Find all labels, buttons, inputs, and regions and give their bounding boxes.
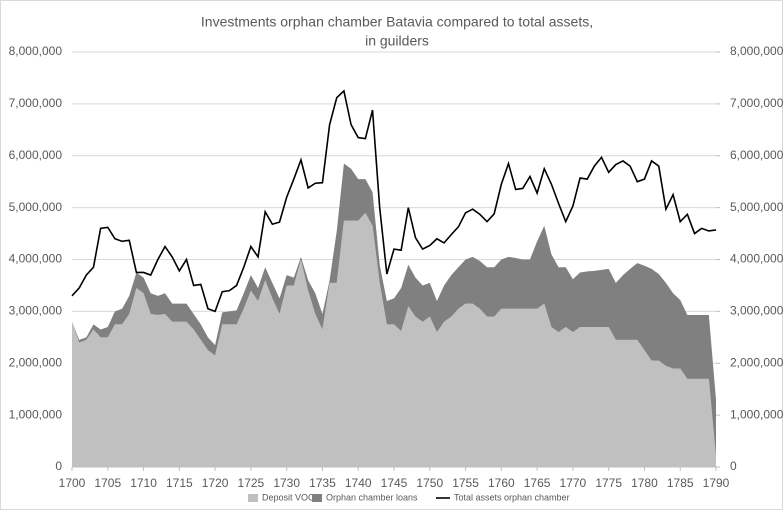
x-tick-label: 1745 <box>381 476 408 490</box>
legend-swatch <box>248 494 258 502</box>
y-tick-label: 4,000,000 <box>9 252 63 266</box>
y-tick-label: 3,000,000 <box>9 304 63 318</box>
y2-tick-label: 1,000,000 <box>730 407 783 421</box>
legend-label: Deposit VOC <box>262 492 315 502</box>
x-tick-label: 1730 <box>273 476 300 490</box>
y-tick-label: 6,000,000 <box>9 148 63 162</box>
x-tick-label: 1720 <box>202 476 229 490</box>
y2-tick-label: 0 <box>730 459 737 473</box>
x-tick-label: 1700 <box>59 476 86 490</box>
y-tick-label: 0 <box>55 459 62 473</box>
x-tick-label: 1710 <box>130 476 157 490</box>
x-tick-label: 1775 <box>595 476 622 490</box>
x-tick-label: 1750 <box>416 476 443 490</box>
x-tick-label: 1790 <box>703 476 730 490</box>
y-tick-label: 1,000,000 <box>9 407 63 421</box>
y2-tick-label: 7,000,000 <box>730 96 783 110</box>
y-tick-label: 5,000,000 <box>9 200 63 214</box>
x-tick-label: 1755 <box>452 476 479 490</box>
x-tick-label: 1765 <box>524 476 551 490</box>
y-tick-label: 2,000,000 <box>9 355 63 369</box>
x-tick-label: 1760 <box>488 476 515 490</box>
chart-title: in guilders <box>365 33 429 49</box>
x-tick-label: 1735 <box>309 476 336 490</box>
legend-label: Total assets orphan chamber <box>454 492 570 502</box>
chart-title: Investments orphan chamber Batavia compa… <box>201 14 593 30</box>
legend-swatch <box>312 494 322 502</box>
x-tick-label: 1725 <box>238 476 265 490</box>
y2-tick-label: 2,000,000 <box>730 355 783 369</box>
y2-tick-label: 6,000,000 <box>730 148 783 162</box>
area <box>72 163 716 457</box>
y-tick-label: 7,000,000 <box>9 96 63 110</box>
x-tick-label: 1705 <box>94 476 121 490</box>
x-tick-label: 1715 <box>166 476 193 490</box>
x-tick-label: 1770 <box>560 476 587 490</box>
y2-tick-label: 4,000,000 <box>730 252 783 266</box>
y-tick-label: 8,000,000 <box>9 44 63 58</box>
x-tick-label: 1740 <box>345 476 372 490</box>
legend-label: Orphan chamber loans <box>326 492 418 502</box>
y2-tick-label: 3,000,000 <box>730 304 783 318</box>
line <box>71 89 717 313</box>
y2-tick-label: 8,000,000 <box>730 44 783 58</box>
area <box>72 212 716 467</box>
x-tick-label: 1785 <box>667 476 694 490</box>
x-tick-label: 1780 <box>631 476 658 490</box>
y2-tick-label: 5,000,000 <box>730 200 783 214</box>
